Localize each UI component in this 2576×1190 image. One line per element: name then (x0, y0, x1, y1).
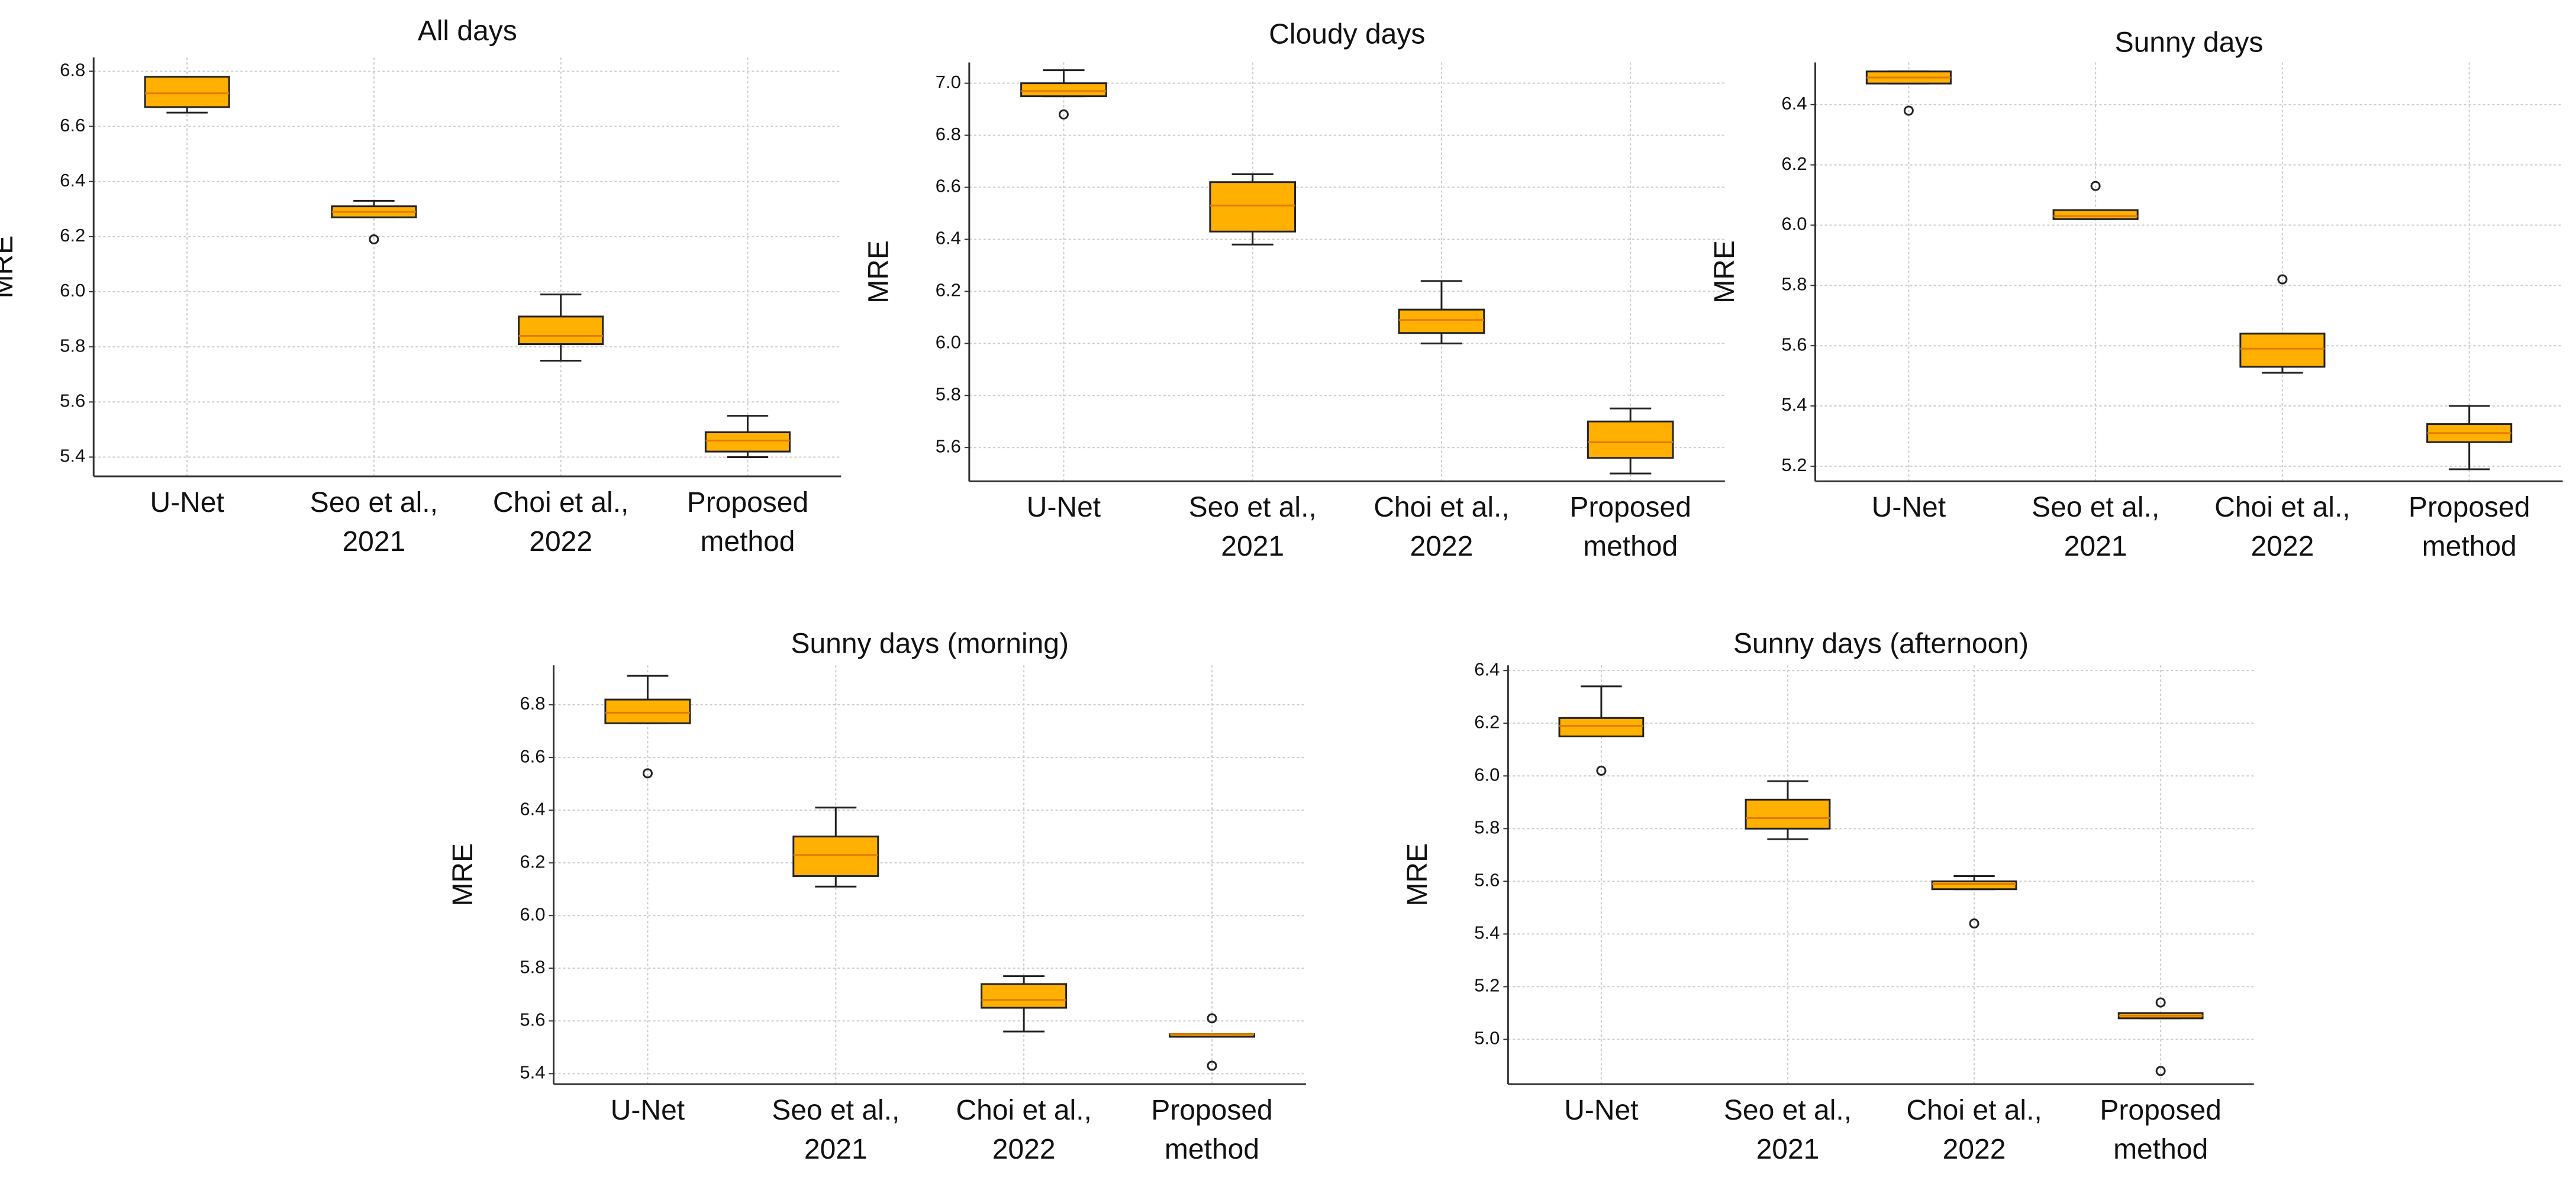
y-tick-label: 6.0 (936, 332, 961, 353)
y-tick-label: 6.0 (1474, 764, 1500, 785)
y-tick-label: 6.4 (60, 170, 85, 191)
x-tick-label: Proposed method (686, 487, 809, 558)
box (1931, 880, 2017, 891)
box (1745, 798, 1831, 830)
x-tick-label: Proposed method (1151, 1095, 1273, 1166)
y-tick-label: 5.8 (520, 956, 545, 977)
box (1020, 82, 1107, 98)
y-tick-label: 5.6 (1474, 870, 1500, 891)
y-tick-label: 6.2 (1781, 153, 1807, 174)
chart-title: Sunny days (afternoon) (1733, 628, 2029, 660)
outlier (2155, 997, 2166, 1008)
outlier (2090, 180, 2101, 191)
y-tick-label: 5.4 (1474, 923, 1500, 943)
outlier (2155, 1066, 2166, 1076)
y-tick-label: 7.0 (936, 72, 961, 92)
box (1398, 308, 1485, 334)
y-tick-label: 5.6 (1781, 334, 1807, 354)
outlier (1969, 918, 1979, 929)
x-tick-label: Choi et al., 2022 (956, 1095, 1092, 1166)
outlier (369, 234, 379, 245)
box (1209, 181, 1297, 233)
box (981, 983, 1068, 1009)
x-tick-label: Proposed method (2408, 492, 2530, 563)
outlier (1903, 105, 1914, 116)
box (2052, 209, 2139, 220)
x-tick-label: Seo et al., 2021 (2032, 492, 2160, 563)
y-tick-label: 5.2 (1781, 454, 1807, 475)
x-tick-label: U-Net (1564, 1095, 1639, 1127)
y-axis-label: MRE (447, 843, 479, 907)
y-axis-label: MRE (863, 240, 895, 304)
box (792, 836, 879, 877)
x-tick-label: Choi et al., 2022 (2214, 492, 2351, 563)
y-tick-label: 5.8 (60, 335, 85, 356)
x-tick-label: Seo et al., 2021 (1723, 1095, 1852, 1166)
y-tick-label: 5.8 (1474, 817, 1500, 837)
outlier (1207, 1060, 1217, 1071)
x-tick-label: Seo et al., 2021 (772, 1095, 900, 1166)
y-tick-label: 6.8 (936, 124, 961, 144)
x-tick-label: Seo et al., 2021 (309, 487, 438, 558)
y-tick-label: 5.2 (1474, 975, 1500, 996)
outlier (642, 768, 653, 779)
box (2239, 333, 2326, 368)
y-tick-label: 6.0 (520, 904, 545, 924)
outlier (2277, 274, 2288, 285)
x-tick-label: Choi et al., 2022 (1906, 1095, 2042, 1166)
y-tick-label: 6.4 (1781, 93, 1807, 114)
y-tick-label: 6.2 (936, 280, 961, 301)
y-tick-label: 6.2 (1474, 711, 1500, 732)
box (144, 76, 230, 108)
outlier (1207, 1013, 1217, 1024)
y-axis-label: MRE (0, 236, 19, 299)
y-tick-label: 5.0 (1474, 1028, 1500, 1049)
y-tick-label: 6.4 (1474, 659, 1500, 679)
y-tick-label: 6.6 (60, 115, 85, 136)
outlier (1596, 765, 1607, 776)
y-axis-label: MRE (1709, 240, 1740, 304)
outlier (1058, 109, 1069, 120)
y-tick-label: 5.4 (60, 446, 85, 466)
x-tick-label: Choi et al., 2022 (1374, 492, 1510, 563)
box (1558, 717, 1645, 737)
y-tick-label: 6.4 (520, 798, 545, 819)
x-tick-label: Seo et al., 2021 (1188, 492, 1317, 563)
x-tick-label: U-Net (1026, 492, 1101, 524)
x-tick-label: U-Net (610, 1095, 685, 1127)
x-tick-label: Proposed method (1569, 492, 1691, 563)
y-tick-label: 6.8 (520, 693, 545, 714)
y-tick-label: 5.6 (936, 436, 961, 456)
chart-title: All days (418, 15, 517, 47)
chart-title: Sunny days (morning) (791, 628, 1069, 660)
box (518, 315, 604, 345)
box (604, 698, 691, 724)
y-tick-label: 5.6 (60, 390, 85, 411)
box (1587, 420, 1674, 459)
chart-title: Cloudy days (1269, 19, 1425, 50)
y-tick-label: 6.2 (520, 851, 545, 872)
y-tick-label: 6.6 (936, 176, 961, 196)
x-tick-label: Choi et al., 2022 (492, 487, 629, 558)
y-tick-label: 6.4 (936, 228, 961, 249)
y-axis-label: MRE (1402, 843, 1433, 907)
x-tick-label: U-Net (150, 487, 224, 519)
x-tick-label: U-Net (1871, 492, 1946, 524)
chart-title: Sunny days (2115, 27, 2264, 59)
y-tick-label: 6.6 (520, 746, 545, 766)
box (704, 431, 791, 453)
y-tick-label: 5.4 (1781, 394, 1807, 415)
y-tick-label: 5.8 (936, 383, 961, 404)
y-tick-label: 6.0 (60, 280, 85, 301)
y-tick-label: 5.6 (520, 1009, 545, 1030)
x-tick-label: Proposed method (2100, 1095, 2222, 1166)
y-tick-label: 5.8 (1781, 274, 1807, 295)
y-tick-label: 6.2 (60, 225, 85, 246)
y-tick-label: 5.4 (520, 1062, 545, 1083)
y-tick-label: 6.8 (60, 60, 85, 80)
y-tick-label: 6.0 (1781, 214, 1807, 234)
